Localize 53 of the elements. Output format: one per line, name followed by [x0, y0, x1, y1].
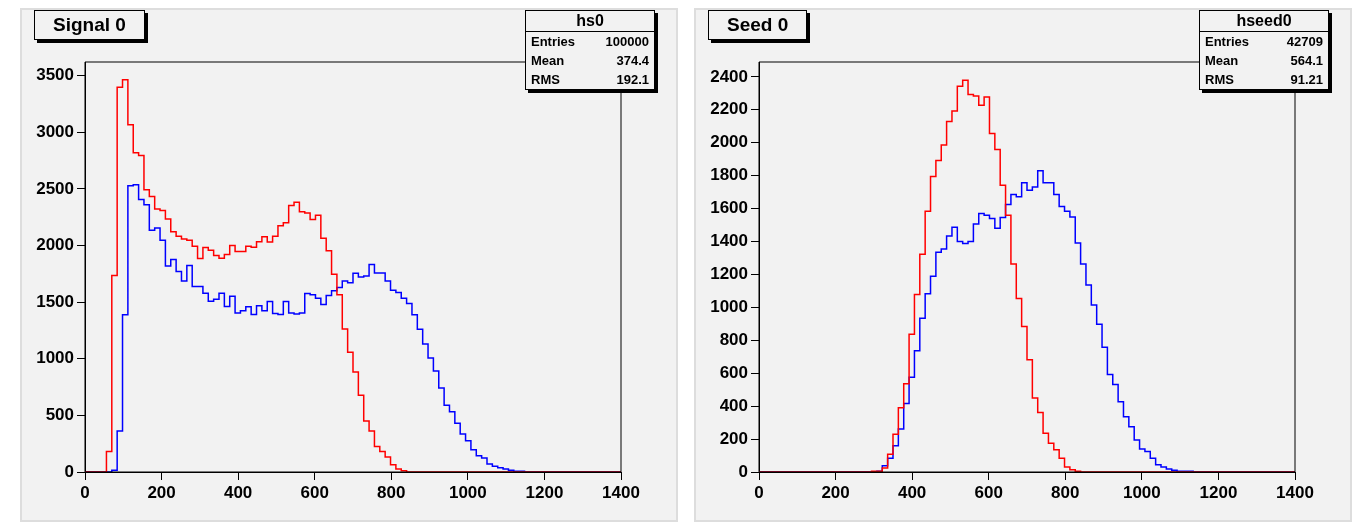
- y-tick-label: 400: [719, 395, 748, 415]
- y-tick-label: 1500: [36, 291, 74, 311]
- x-tick-label: 400: [897, 482, 927, 502]
- y-tick-label: 0: [738, 461, 748, 481]
- y-tick-label: 0: [64, 461, 74, 481]
- x-tick-label: 0: [80, 482, 90, 502]
- x-tick-label: 200: [821, 482, 850, 502]
- annotation: Mean: [1205, 53, 1239, 68]
- x-tick-label: 800: [1051, 482, 1080, 502]
- x-tick-label: 0: [754, 482, 764, 502]
- text: Entries: [1205, 34, 1250, 49]
- annotation: RMS: [531, 72, 560, 87]
- y-tick-label: 1600: [710, 198, 748, 218]
- y-tick-label: 1000: [36, 348, 74, 368]
- y-tick-label: 1000: [710, 297, 748, 317]
- y-tick-label: 1200: [710, 264, 748, 284]
- text: 100000: [605, 34, 649, 49]
- text: Entries: [531, 34, 576, 49]
- x-tick-label: 1200: [525, 482, 564, 502]
- y-tick-label: 800: [719, 329, 748, 349]
- x-tick-label: 800: [377, 482, 406, 502]
- y-tick-label: 2500: [36, 178, 74, 198]
- y-tick-label: 600: [719, 362, 748, 382]
- y-tick-label: 200: [719, 428, 748, 448]
- annotation: 91.21: [1290, 72, 1323, 87]
- y-tick-label: 3000: [36, 121, 74, 141]
- y-tick-label: 2400: [710, 66, 748, 86]
- chart-title: Signal 0: [34, 10, 145, 40]
- text: hseed0: [1200, 11, 1328, 32]
- x-tick-label: 1400: [602, 482, 640, 502]
- x-tick-label: 600: [300, 482, 329, 502]
- x-tick-label: 600: [974, 482, 1003, 502]
- y-tick-label: 2200: [710, 99, 748, 119]
- y-tick-label: 2000: [710, 132, 748, 152]
- annotation: 192.1: [616, 72, 649, 87]
- annotation: RMS: [1205, 72, 1234, 87]
- chart-title: Seed 0: [708, 10, 808, 40]
- y-tick-label: 1800: [710, 165, 748, 185]
- x-tick-label: 400: [223, 482, 253, 502]
- annotation: Mean: [531, 53, 565, 68]
- annotation: 374.4: [616, 53, 649, 68]
- annotation: 564.1: [1290, 53, 1323, 68]
- y-tick-label: 500: [45, 405, 74, 425]
- text: 42709: [1286, 34, 1323, 49]
- x-tick-label: 1400: [1276, 482, 1314, 502]
- x-tick-label: 200: [147, 482, 176, 502]
- y-tick-label: 3500: [36, 65, 74, 85]
- text: hs0: [526, 11, 654, 32]
- x-tick-label: 1200: [1199, 482, 1238, 502]
- x-tick-label: 1000: [1122, 482, 1161, 502]
- y-tick-label: 1400: [710, 231, 748, 251]
- y-tick-label: 2000: [36, 235, 74, 255]
- x-tick-label: 1000: [448, 482, 487, 502]
